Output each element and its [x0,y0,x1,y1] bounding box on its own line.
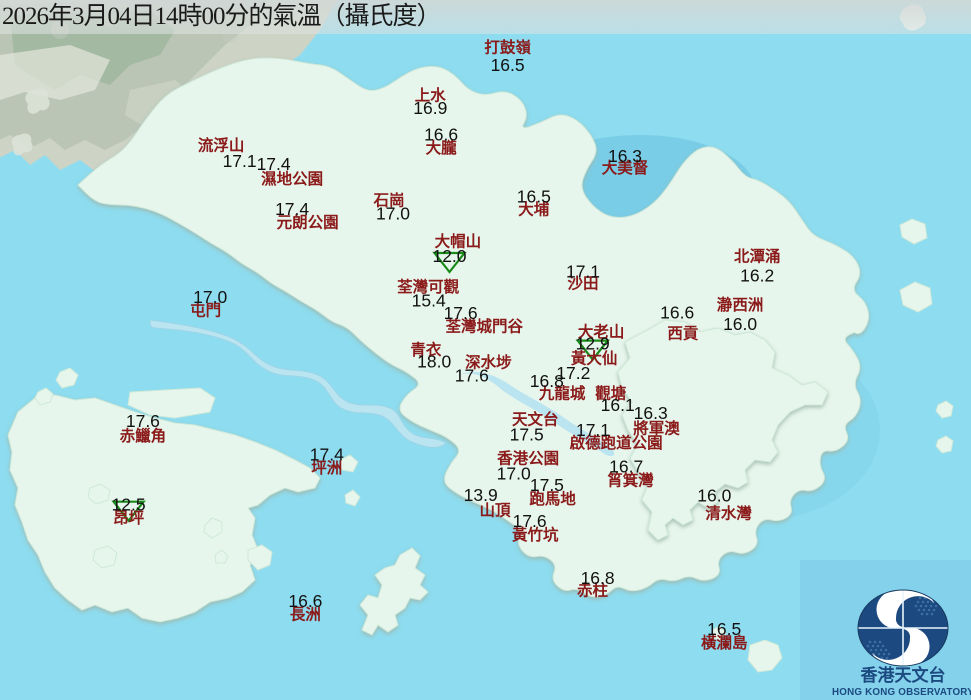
svg-text:HONG KONG OBSERVATORY: HONG KONG OBSERVATORY [832,687,971,698]
svg-text:17.0: 17.0 [497,464,531,484]
svg-text:北潭涌: 北潭涌 [734,247,781,265]
svg-text:16.6: 16.6 [660,303,694,323]
svg-text:17.5: 17.5 [530,475,564,495]
svg-text:17.4: 17.4 [275,199,309,219]
svg-text:清水灣: 清水灣 [705,504,752,523]
svg-text:16.8: 16.8 [530,371,564,391]
svg-text:瀞西洲: 瀞西洲 [717,295,764,314]
svg-text:17.6: 17.6 [513,511,547,531]
svg-text:16.3: 16.3 [634,403,668,423]
svg-text:12.5: 12.5 [112,495,146,515]
svg-text:17.6: 17.6 [455,366,489,386]
svg-text:17.1: 17.1 [223,151,257,171]
svg-text:17.0: 17.0 [376,203,410,223]
svg-text:18.0: 18.0 [417,352,451,372]
svg-text:17.4: 17.4 [257,154,291,174]
svg-text:17.5: 17.5 [510,425,544,445]
svg-text:16.5: 16.5 [491,55,525,75]
svg-text:16.0: 16.0 [697,485,731,505]
svg-text:16.3: 16.3 [608,146,642,166]
svg-text:16.5: 16.5 [517,186,551,206]
svg-text:15.4: 15.4 [412,291,446,311]
svg-text:12.0: 12.0 [432,246,466,266]
svg-text:16.1: 16.1 [601,395,635,415]
svg-text:16.9: 16.9 [413,98,447,118]
svg-text:17.6: 17.6 [444,303,478,323]
svg-text:17.1: 17.1 [576,420,610,440]
svg-text:13.9: 13.9 [464,485,498,505]
svg-text:17.0: 17.0 [193,287,227,307]
svg-text:打鼓嶺: 打鼓嶺 [484,37,531,56]
svg-text:17.1: 17.1 [566,261,600,281]
svg-text:17.6: 17.6 [126,411,160,431]
svg-text:17.4: 17.4 [310,445,344,465]
svg-text:16.6: 16.6 [288,591,322,611]
svg-text:16.5: 16.5 [707,619,741,639]
svg-text:16.8: 16.8 [581,568,615,588]
svg-text:16.0: 16.0 [723,314,757,334]
svg-text:16.7: 16.7 [609,456,643,476]
svg-text:西貢: 西貢 [667,325,699,343]
svg-text:16.2: 16.2 [740,265,774,285]
svg-text:香港天文台: 香港天文台 [861,665,946,685]
svg-text:16.6: 16.6 [424,125,458,145]
